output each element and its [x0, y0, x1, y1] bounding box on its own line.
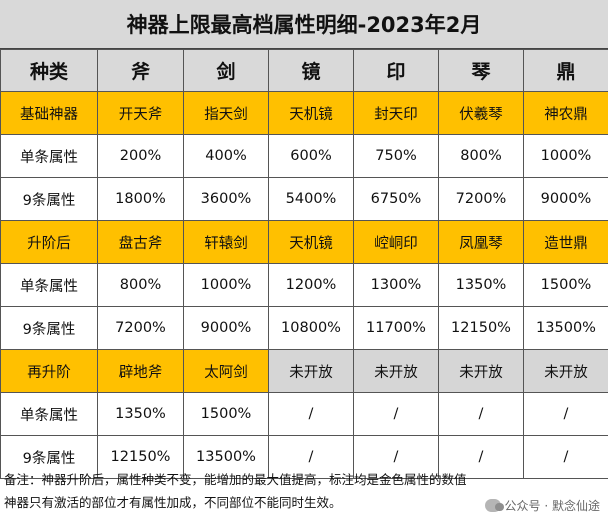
table-row: 9条属性 7200% 9000% 10800% 11700% 12150% 13…: [0, 306, 608, 350]
table-header-row: 种类 斧 剑 镜 印 琴 鼎: [0, 49, 608, 92]
table-cell: 11700%: [353, 306, 439, 350]
header-cell: 镜: [268, 49, 354, 92]
table-cell: 800%: [97, 263, 184, 307]
table-cell: 1350%: [438, 263, 524, 307]
footnote-line: 神器只有激活的部位才有属性加成，不同部位不能同时生效。: [4, 495, 342, 510]
table-cell: 750%: [353, 134, 439, 178]
table-cell: 1200%: [268, 263, 354, 307]
table-cell: 辟地斧: [97, 349, 184, 393]
row-label: 9条属性: [0, 435, 98, 479]
table-cell: /: [523, 435, 608, 479]
header-cell: 种类: [0, 49, 98, 92]
table-cell: 凤凰琴: [438, 220, 524, 264]
table-cell: 1500%: [183, 392, 269, 436]
table-cell: 崆峒印: [353, 220, 439, 264]
table-cell: 1800%: [97, 177, 184, 221]
table-cell: 开天斧: [97, 91, 184, 135]
header-cell: 琴: [438, 49, 524, 92]
table-cell: 400%: [183, 134, 269, 178]
table-cell: 12150%: [438, 306, 524, 350]
row-label: 单条属性: [0, 134, 98, 178]
table-cell: 7200%: [438, 177, 524, 221]
table-row-second-upgrade: 再升阶 辟地斧 太阿剑 未开放 未开放 未开放 未开放: [0, 349, 608, 393]
table-cell: 600%: [268, 134, 354, 178]
footnote-line: 备注：神器升阶后，属性种类不变，能增加的最大值提高，标注均是金色属性的数值: [4, 472, 467, 487]
table-cell: 3600%: [183, 177, 269, 221]
table-cell: 天机镜: [268, 91, 354, 135]
table-cell-unreleased: 未开放: [523, 349, 608, 393]
footnote: 备注：神器升阶后，属性种类不变，能增加的最大值提高，标注均是金色属性的数值 神器…: [0, 464, 608, 522]
table-cell: 13500%: [523, 306, 608, 350]
table-cell: /: [353, 435, 439, 479]
table-cell: 1500%: [523, 263, 608, 307]
table-cell: 7200%: [97, 306, 184, 350]
row-label: 单条属性: [0, 263, 98, 307]
table-cell-unreleased: 未开放: [268, 349, 354, 393]
row-label: 单条属性: [0, 392, 98, 436]
row-label: 基础神器: [0, 91, 98, 135]
table-row: 9条属性 1800% 3600% 5400% 6750% 7200% 9000%: [0, 177, 608, 221]
header-cell: 剑: [183, 49, 269, 92]
table-cell: 1000%: [523, 134, 608, 178]
table-cell: 9000%: [523, 177, 608, 221]
table-cell: 封天印: [353, 91, 439, 135]
table-cell: 伏羲琴: [438, 91, 524, 135]
row-label: 9条属性: [0, 306, 98, 350]
artifact-attribute-table: 种类 斧 剑 镜 印 琴 鼎 基础神器 开天斧 指天剑 天机镜 封天印 伏羲琴 …: [0, 49, 608, 479]
table-cell: 神农鼎: [523, 91, 608, 135]
table-row: 单条属性 1350% 1500% / / / /: [0, 392, 608, 436]
table-cell: /: [353, 392, 439, 436]
row-label: 升阶后: [0, 220, 98, 264]
table-cell: 800%: [438, 134, 524, 178]
table-row: 单条属性 200% 400% 600% 750% 800% 1000%: [0, 134, 608, 178]
table-cell: 5400%: [268, 177, 354, 221]
header-cell: 斧: [97, 49, 184, 92]
table-cell: 6750%: [353, 177, 439, 221]
table-cell: 9000%: [183, 306, 269, 350]
table-cell: 轩辕剑: [183, 220, 269, 264]
table-cell: 13500%: [183, 435, 269, 479]
header-cell: 印: [353, 49, 439, 92]
table-cell-unreleased: 未开放: [353, 349, 439, 393]
table-cell: 太阿剑: [183, 349, 269, 393]
table-cell: 1000%: [183, 263, 269, 307]
header-cell: 鼎: [523, 49, 608, 92]
table-row-base-artifact: 基础神器 开天斧 指天剑 天机镜 封天印 伏羲琴 神农鼎: [0, 91, 608, 135]
table-cell: 1300%: [353, 263, 439, 307]
row-label: 再升阶: [0, 349, 98, 393]
table-cell: 造世鼎: [523, 220, 608, 264]
table-cell: /: [268, 392, 354, 436]
watermark: 公众号 · 默念仙途: [484, 497, 600, 514]
table-cell: /: [438, 392, 524, 436]
row-label: 9条属性: [0, 177, 98, 221]
table-row-upgraded-artifact: 升阶后 盘古斧 轩辕剑 天机镜 崆峒印 凤凰琴 造世鼎: [0, 220, 608, 264]
chat-bubble-icon: [484, 499, 504, 512]
table-cell: /: [438, 435, 524, 479]
table-cell: /: [523, 392, 608, 436]
table-row: 单条属性 800% 1000% 1200% 1300% 1350% 1500%: [0, 263, 608, 307]
table-cell: 天机镜: [268, 220, 354, 264]
table-row: 9条属性 12150% 13500% / / / /: [0, 435, 608, 479]
page-title: 神器上限最高档属性明细-2023年2月: [0, 0, 608, 49]
table-cell-unreleased: 未开放: [438, 349, 524, 393]
watermark-text: 公众号 · 默念仙途: [504, 499, 600, 513]
table-cell: 10800%: [268, 306, 354, 350]
table-cell: 指天剑: [183, 91, 269, 135]
table-cell: 200%: [97, 134, 184, 178]
table-cell: 盘古斧: [97, 220, 184, 264]
table-cell: 1350%: [97, 392, 184, 436]
